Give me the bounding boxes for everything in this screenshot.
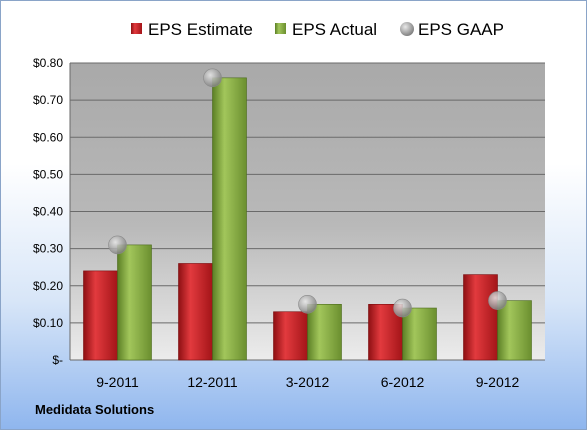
x-tick-label: 9-2012 [476,374,520,390]
x-axis: 9-2011 12-2011 3-2012 6-2012 9-2012 [96,374,519,390]
x-tick-label: 9-2011 [96,374,139,390]
y-tick-label: $0.70 [33,93,63,107]
bar-eps-actual [402,307,437,361]
marker-eps-gaap [298,295,317,314]
bar-eps-estimate [463,274,498,361]
marker-eps-gaap [203,68,222,88]
marker-eps-gaap [393,298,412,318]
y-tick-label: $0.80 [33,56,63,70]
bar-eps-estimate [83,270,118,361]
company-name: Medidata Solutions [35,402,155,417]
legend-label: EPS GAAP [418,20,504,39]
y-tick-label: $0.30 [33,242,63,256]
legend-label: EPS Actual [292,20,377,39]
bar-eps-actual [497,300,532,361]
legend: EPS Estimate EPS Actual EPS GAAP [131,20,504,39]
marker-eps-gaap [488,291,507,310]
y-tick-label: $- [52,353,63,367]
bar-eps-estimate [273,311,308,361]
y-tick-label: $0.50 [33,167,63,181]
gaap-markers [108,68,507,318]
x-tick-label: 12-2011 [187,374,238,390]
y-tick-label: $0.40 [33,205,63,219]
legend-label: EPS Estimate [148,20,253,39]
legend-swatch [400,22,414,36]
y-axis: $- $0.10 $0.20 $0.30 $0.40 $0.50 $0.60 $0.70 $0.… [33,56,71,367]
legend-swatch [275,23,286,34]
bars [83,77,532,361]
bar-eps-actual [212,77,247,361]
y-tick-label: $0.60 [33,130,63,144]
bar-eps-estimate [178,263,213,361]
x-tick-label: 6-2012 [381,374,425,390]
legend-swatch [131,23,142,34]
x-tick-label: 3-2012 [286,374,330,390]
bar-eps-actual [117,244,152,361]
marker-eps-gaap [108,235,127,255]
bar-eps-actual [307,304,342,361]
y-tick-label: $0.10 [33,316,63,330]
y-tick-label: $0.20 [33,279,63,293]
